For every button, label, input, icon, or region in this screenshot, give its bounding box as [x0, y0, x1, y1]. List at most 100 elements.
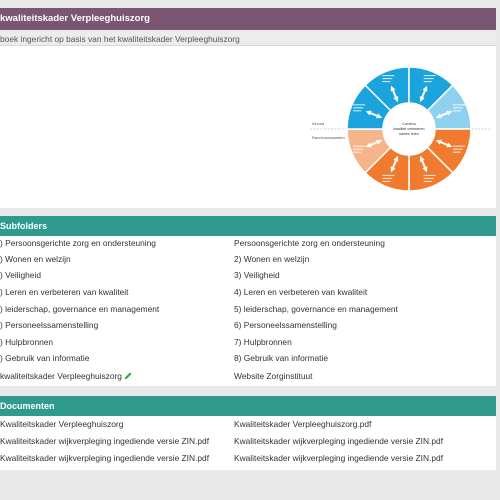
label-inhoud: Inhoud: [312, 121, 324, 126]
subfolder-link[interactable]: ) Veiligheid: [0, 270, 41, 280]
subfolder-row: ) Persoonsgerichte zorg en ondersteuning…: [0, 238, 496, 254]
wheel-segment-text-line: [382, 180, 391, 182]
document-link[interactable]: Kwaliteitskader wijkverpleging ingediend…: [0, 436, 210, 446]
wheel-segment-text-line: [353, 104, 366, 106]
wheel-segment-text-line: [353, 151, 362, 153]
wheel-segment-text-line: [452, 151, 461, 153]
wheel-arrow: [439, 111, 450, 118]
document-link[interactable]: Kwaliteitskader Verpleeghuiszorg.pdf: [234, 419, 372, 429]
subfolders-header: Subfolders: [0, 216, 496, 236]
document-row: Kwaliteitskader wijkverpleging ingediend…: [0, 436, 496, 452]
wheel-arrowhead: [422, 85, 428, 92]
wheel-arrow: [420, 88, 427, 99]
wheel-arrowhead: [422, 166, 428, 173]
subfolder-link[interactable]: ) Leren en verbeteren van kwaliteit: [0, 287, 129, 297]
wheel-arrowhead: [365, 142, 372, 148]
subfolder-link[interactable]: ) Persoonsgerichte zorg en ondersteuning: [0, 238, 156, 248]
page-title: kwaliteitskader Verpleeghuiszorg: [0, 13, 150, 24]
subfolders-title: Subfolders: [0, 221, 48, 231]
wheel-arrowhead: [419, 96, 425, 103]
document-row: Kwaliteitskader Verpleeghuiszorg Kwalite…: [0, 419, 496, 435]
wheel-segment-text-line: [382, 75, 395, 77]
wheel-arrowhead: [435, 139, 442, 145]
wheel-center-text: Continu: [402, 121, 416, 126]
subfolder-link[interactable]: 6) Personeelssamenstelling: [234, 320, 337, 330]
documenten-list: Kwaliteitskader Verpleeghuiszorg Kwalite…: [0, 416, 496, 470]
page-subtitle: boek ingericht op basis van het kwalitei…: [0, 30, 496, 46]
wheel-arrow: [368, 140, 379, 147]
document-link[interactable]: Kwaliteitskader wijkverpleging ingediend…: [234, 453, 444, 463]
subfolder-row: ) Leren en verbeteren van kwaliteit 4) L…: [0, 287, 496, 303]
subfolder-row: ) Hulpbronnen 7) Hulpbronnen: [0, 337, 496, 353]
subfolder-link[interactable]: 5) leiderschap, governance en management: [234, 304, 398, 314]
document-link[interactable]: Kwaliteitskader wijkverpleging ingediend…: [0, 453, 210, 463]
wheel-arrow: [368, 111, 379, 118]
subfolder-link[interactable]: 7) Hulpbronnen: [234, 337, 292, 347]
wheel-segment-left-top: [346, 84, 392, 130]
quality-framework-image: Inhoud Randvoorwaarden Continu kwaliteit …: [0, 46, 496, 208]
subfolder-link[interactable]: Persoonsgerichte zorg en ondersteuning: [234, 238, 385, 248]
wheel-segment-text-line: [423, 75, 436, 77]
subfolder-link[interactable]: 3) Veiligheid: [234, 270, 280, 280]
subfolder-link[interactable]: ) leiderschap, governance en management: [0, 304, 160, 314]
subfolder-link[interactable]: Website Zorginstituut: [234, 371, 313, 381]
wheel-arrowhead: [376, 113, 383, 119]
wheel-segment-text-line: [452, 110, 461, 112]
subfolder-row: ) Personeelssamenstelling 6) Personeelss…: [0, 320, 496, 336]
wheel-segment-text-line: [452, 107, 463, 109]
document-link[interactable]: Kwaliteitskader wijkverpleging ingediend…: [234, 436, 444, 446]
documenten-title: Documenten: [0, 401, 55, 411]
wheel-segment-text-line: [353, 145, 366, 147]
subfolders-list: ) Persoonsgerichte zorg en ondersteuning…: [0, 236, 496, 386]
wheel-arrow: [420, 159, 427, 170]
wheel-segment-text-line: [382, 177, 393, 179]
wheel-center-text: kwaliteit verbeteren: [394, 127, 425, 131]
wheel-segment-text-line: [353, 110, 362, 112]
subfolder-row: ) leiderschap, governance en management …: [0, 304, 496, 320]
wheel-arrow: [439, 140, 450, 147]
wheel-segment-text-line: [353, 148, 364, 150]
wheel-segment-text-line: [382, 174, 395, 176]
wheel-center-text: samen leren: [399, 132, 419, 136]
subfolder-link[interactable]: kwaliteitskader Verpleeghuiszorg: [0, 371, 132, 381]
document-row: Kwaliteitskader wijkverpleging ingediend…: [0, 453, 496, 469]
subfolder-link[interactable]: ) Personeelssamenstelling: [0, 320, 99, 330]
subfolder-link[interactable]: 2) Wonen en welzijn: [234, 254, 310, 264]
subfolder-row: ) Wonen en welzijn 2) Wonen en welzijn: [0, 254, 496, 270]
document-link[interactable]: Kwaliteitskader Verpleeghuiszorg: [0, 419, 124, 429]
wheel-center: [384, 104, 434, 154]
wheel-arrow: [391, 88, 398, 99]
wheel-arrowhead: [419, 155, 425, 162]
label-randvoorwaarden: Randvoorwaarden: [312, 135, 345, 140]
wheel-arrowhead: [393, 96, 399, 103]
wheel-arrowhead: [446, 110, 453, 116]
wheel-segment-text-line: [452, 145, 465, 147]
subfolder-row: ) Veiligheid 3) Veiligheid: [0, 270, 496, 286]
wheel-segment-text-line: [452, 104, 465, 106]
subfolder-link[interactable]: 8) Gebruik van informatie: [234, 353, 329, 363]
wheel-segment-text-line: [452, 148, 463, 150]
quality-framework-diagram: Inhoud Randvoorwaarden Continukwaliteit …: [310, 66, 492, 192]
wheel-segment-text-line: [353, 107, 364, 109]
subfolder-link[interactable]: ) Hulpbronnen: [0, 337, 54, 347]
subfolder-row: ) Gebruik van informatie 8) Gebruik van …: [0, 353, 496, 369]
wheel-segment-text-line: [423, 78, 434, 80]
edit-pencil-icon[interactable]: [124, 371, 132, 380]
wheel-arrowhead: [390, 166, 396, 173]
documenten-header: Documenten: [0, 396, 496, 416]
subfolder-link[interactable]: ) Gebruik van informatie: [0, 353, 90, 363]
wheel-segment-text-line: [382, 78, 393, 80]
subfolder-row: kwaliteitskader Verpleeghuiszorg Website…: [0, 371, 496, 387]
subfolder-link-label: kwaliteitskader Verpleeghuiszorg: [0, 371, 122, 381]
subfolder-link[interactable]: 4) Leren en verbeteren van kwaliteit: [234, 287, 368, 297]
wheel-arrowhead: [446, 142, 453, 148]
wheel-segment-text-line: [423, 180, 432, 182]
wheel-segment-text-line: [382, 81, 391, 83]
wheel-segment-text-line: [423, 177, 434, 179]
page-header: kwaliteitskader Verpleeghuiszorg: [0, 8, 496, 30]
subfolder-link[interactable]: ) Wonen en welzijn: [0, 254, 71, 264]
wheel-segment-text-line: [423, 174, 436, 176]
wheel-arrowhead: [393, 155, 399, 162]
wheel-arrow: [391, 159, 398, 170]
